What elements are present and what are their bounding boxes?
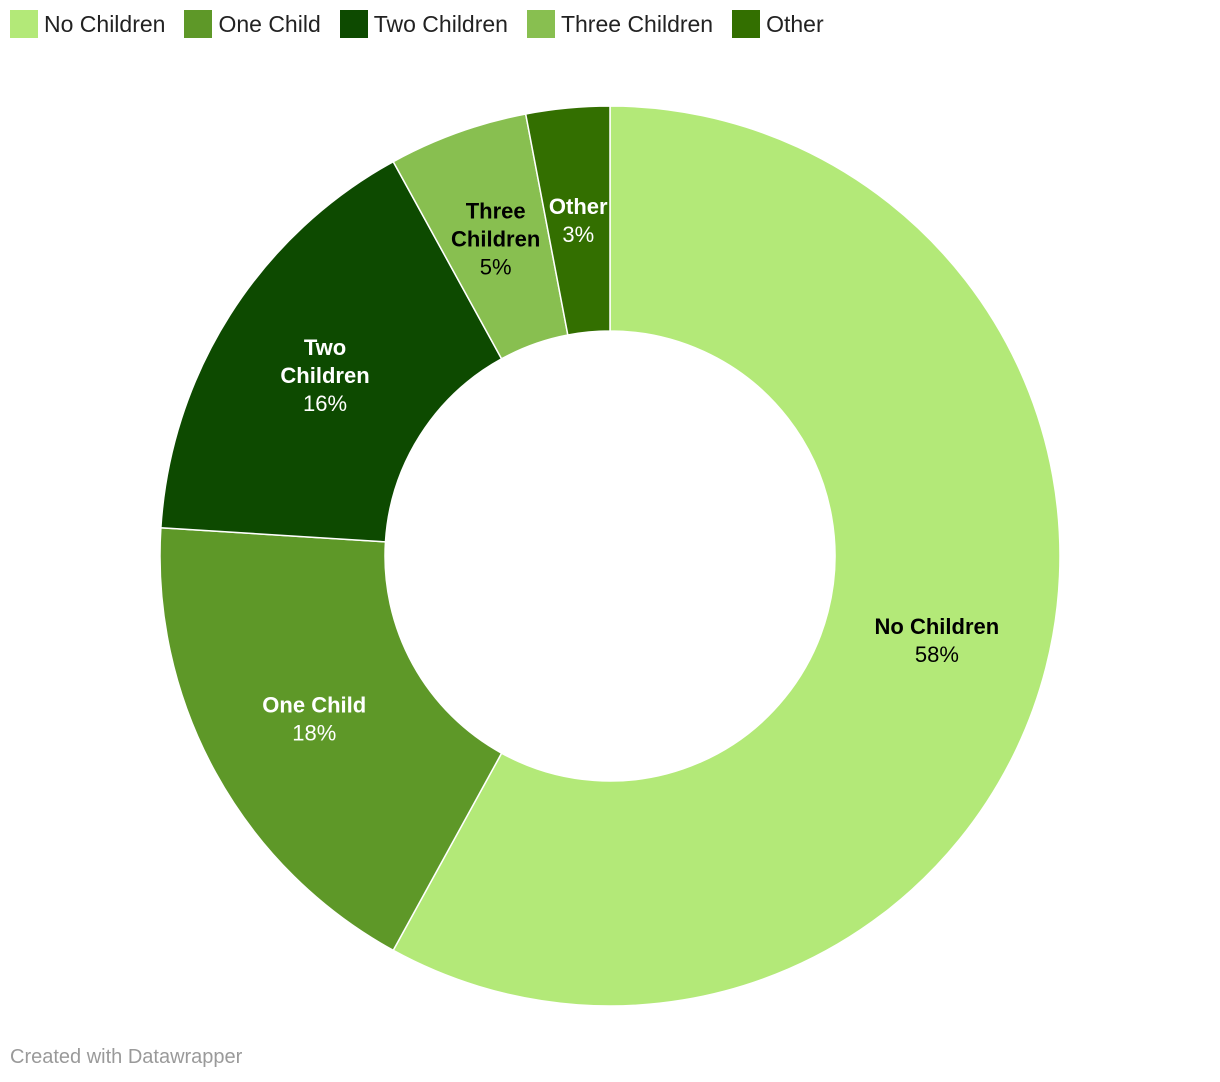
- donut-slice: [392, 105, 1061, 1007]
- slice-category-label: One Child: [262, 693, 366, 718]
- legend-label: One Child: [218, 11, 321, 37]
- legend-swatch: [732, 10, 761, 38]
- legend-swatch: [526, 10, 555, 38]
- donut-slice: [159, 526, 503, 952]
- legend-item: No Children: [10, 10, 165, 38]
- slice-value-label: 16%: [303, 391, 347, 416]
- donut-slice: [524, 105, 611, 336]
- slice-value-label: 3%: [562, 222, 594, 247]
- slice-category-label: Three: [466, 198, 526, 223]
- credit-text: Created with Datawrapper: [10, 1046, 243, 1068]
- legend-item: Two Children: [339, 10, 508, 38]
- legend-swatch: [339, 10, 368, 38]
- legend-label: No Children: [44, 11, 166, 37]
- legend-label: Three Children: [560, 11, 714, 37]
- legend-item: Other: [732, 10, 824, 38]
- slice-label: Three Children 5%: [451, 198, 540, 279]
- slice-value-label: 5%: [480, 254, 512, 279]
- legend-swatch: [184, 10, 213, 38]
- slice-category-label: Children: [280, 363, 369, 388]
- slice-label: Other 3%: [549, 194, 608, 247]
- slice-category-label: No Children: [875, 614, 1000, 639]
- slice-label: One Child 18%: [262, 693, 366, 746]
- slice-label: Two Children 16%: [280, 335, 369, 416]
- slice-category-label: Children: [451, 226, 540, 251]
- slice-value-label: 58%: [915, 642, 959, 667]
- legend-label: Two Children: [373, 11, 508, 37]
- legend-label: Other: [766, 11, 824, 37]
- donut-slice: [160, 160, 503, 543]
- legend-item: Three Children: [526, 10, 714, 38]
- legend-item: One Child: [184, 10, 321, 38]
- slice-label: No Children 58%: [875, 614, 1000, 667]
- legend-swatch: [10, 10, 38, 38]
- slice-category-label: Two: [304, 335, 346, 360]
- slice-value-label: 18%: [292, 721, 336, 746]
- slice-category-label: Other: [549, 194, 608, 219]
- chart-legend: No Children One Child Two Children Three Ch…: [10, 10, 843, 38]
